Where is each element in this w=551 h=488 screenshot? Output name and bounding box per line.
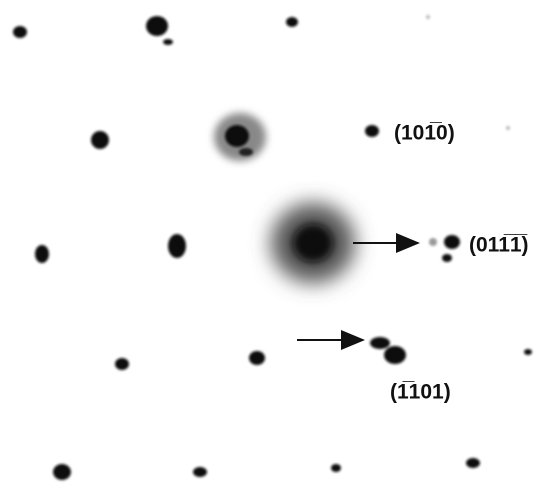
- central-beam: [293, 224, 333, 262]
- label: (101̅0): [394, 122, 455, 145]
- label: (1̅101): [390, 381, 451, 404]
- page: (101̅0) (011̅1̅) (1̅101) (() => { const …: [0, 0, 551, 488]
- diffraction-pattern: (101̅0) (011̅1̅) (1̅101): [0, 0, 551, 488]
- spot: [239, 148, 253, 156]
- spot: [225, 125, 249, 147]
- label: (011̅1̅): [469, 234, 529, 257]
